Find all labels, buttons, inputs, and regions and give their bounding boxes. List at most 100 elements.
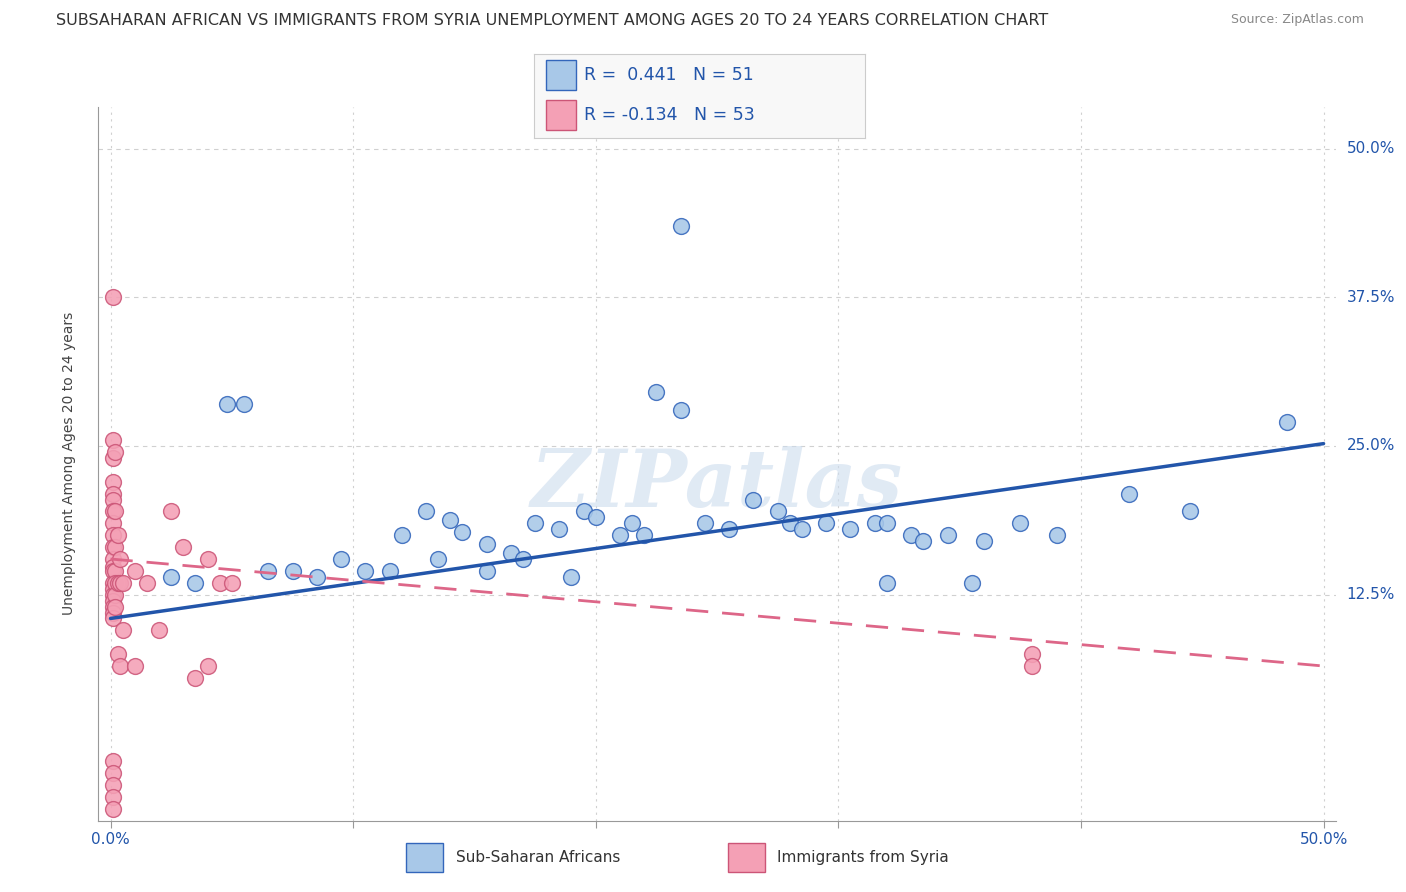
Point bbox=[936, 528, 959, 542]
Point bbox=[609, 528, 631, 542]
Point bbox=[1275, 415, 1298, 429]
Point bbox=[101, 540, 124, 554]
Point bbox=[101, 754, 124, 768]
Point bbox=[621, 516, 644, 531]
Text: SUBSAHARAN AFRICAN VS IMMIGRANTS FROM SYRIA UNEMPLOYMENT AMONG AGES 20 TO 24 YEA: SUBSAHARAN AFRICAN VS IMMIGRANTS FROM SY… bbox=[56, 13, 1049, 29]
Y-axis label: Unemployment Among Ages 20 to 24 years: Unemployment Among Ages 20 to 24 years bbox=[62, 312, 76, 615]
Point bbox=[1046, 528, 1069, 542]
Point bbox=[208, 575, 231, 590]
Point bbox=[839, 522, 862, 536]
Point bbox=[184, 671, 207, 685]
Point bbox=[548, 522, 571, 536]
Point bbox=[439, 513, 461, 527]
Point bbox=[960, 575, 983, 590]
Point bbox=[197, 552, 219, 566]
Point bbox=[107, 575, 129, 590]
Point bbox=[101, 606, 124, 620]
Point bbox=[669, 219, 692, 233]
Point bbox=[101, 433, 124, 447]
Point bbox=[330, 552, 353, 566]
Point bbox=[645, 385, 668, 400]
Text: ZIPatlas: ZIPatlas bbox=[531, 447, 903, 524]
Point bbox=[104, 445, 127, 459]
Point bbox=[101, 492, 124, 507]
Point bbox=[160, 570, 183, 584]
Point bbox=[512, 552, 534, 566]
Text: Immigrants from Syria: Immigrants from Syria bbox=[778, 850, 949, 864]
Point bbox=[475, 564, 498, 578]
Point bbox=[101, 582, 124, 596]
Text: 37.5%: 37.5% bbox=[1347, 290, 1395, 305]
Point bbox=[101, 611, 124, 625]
Text: Sub-Saharan Africans: Sub-Saharan Africans bbox=[456, 850, 620, 864]
Point bbox=[742, 492, 765, 507]
Point bbox=[101, 290, 124, 304]
Point bbox=[101, 766, 124, 780]
Point bbox=[863, 516, 886, 531]
Point bbox=[104, 588, 127, 602]
Point bbox=[101, 789, 124, 804]
Point bbox=[101, 564, 124, 578]
Point bbox=[354, 564, 377, 578]
Point bbox=[499, 546, 522, 560]
Point bbox=[160, 504, 183, 518]
Point bbox=[391, 528, 413, 542]
Point bbox=[111, 624, 134, 638]
Point bbox=[101, 552, 124, 566]
Point bbox=[101, 560, 124, 574]
Point bbox=[427, 552, 450, 566]
Point bbox=[572, 504, 595, 518]
Point bbox=[524, 516, 547, 531]
Point bbox=[101, 475, 124, 489]
Point bbox=[1010, 516, 1032, 531]
Text: 12.5%: 12.5% bbox=[1347, 587, 1395, 602]
Text: R = -0.134   N = 53: R = -0.134 N = 53 bbox=[583, 106, 755, 124]
Point bbox=[876, 516, 898, 531]
Point bbox=[693, 516, 716, 531]
Point bbox=[633, 528, 655, 542]
FancyBboxPatch shape bbox=[406, 843, 443, 872]
Point bbox=[766, 504, 789, 518]
Point bbox=[560, 570, 582, 584]
Point bbox=[233, 397, 256, 411]
Point bbox=[101, 802, 124, 816]
Point bbox=[184, 575, 207, 590]
Point bbox=[815, 516, 838, 531]
Point bbox=[779, 516, 801, 531]
FancyBboxPatch shape bbox=[728, 843, 765, 872]
Point bbox=[101, 528, 124, 542]
Point bbox=[1178, 504, 1201, 518]
Point bbox=[107, 647, 129, 661]
Point bbox=[101, 599, 124, 614]
Point bbox=[124, 564, 146, 578]
Point bbox=[669, 403, 692, 417]
Point bbox=[101, 486, 124, 500]
Point bbox=[912, 534, 935, 549]
Point bbox=[101, 593, 124, 607]
Point bbox=[221, 575, 243, 590]
Point bbox=[475, 536, 498, 550]
Point bbox=[973, 534, 995, 549]
Point bbox=[718, 522, 741, 536]
Point bbox=[101, 575, 124, 590]
Point bbox=[104, 599, 127, 614]
Point bbox=[1021, 647, 1043, 661]
Point bbox=[900, 528, 922, 542]
Point bbox=[876, 575, 898, 590]
FancyBboxPatch shape bbox=[546, 61, 575, 90]
Point bbox=[136, 575, 159, 590]
Text: 50.0%: 50.0% bbox=[1347, 141, 1395, 156]
Point bbox=[172, 540, 194, 554]
Point bbox=[215, 397, 238, 411]
Point bbox=[101, 778, 124, 792]
Point bbox=[257, 564, 280, 578]
Point bbox=[101, 504, 124, 518]
Point bbox=[101, 588, 124, 602]
Point bbox=[111, 575, 134, 590]
Point bbox=[415, 504, 437, 518]
Point bbox=[124, 659, 146, 673]
Point bbox=[110, 575, 132, 590]
Text: R =  0.441   N = 51: R = 0.441 N = 51 bbox=[583, 66, 754, 84]
Point bbox=[1021, 659, 1043, 673]
Point bbox=[451, 524, 474, 539]
